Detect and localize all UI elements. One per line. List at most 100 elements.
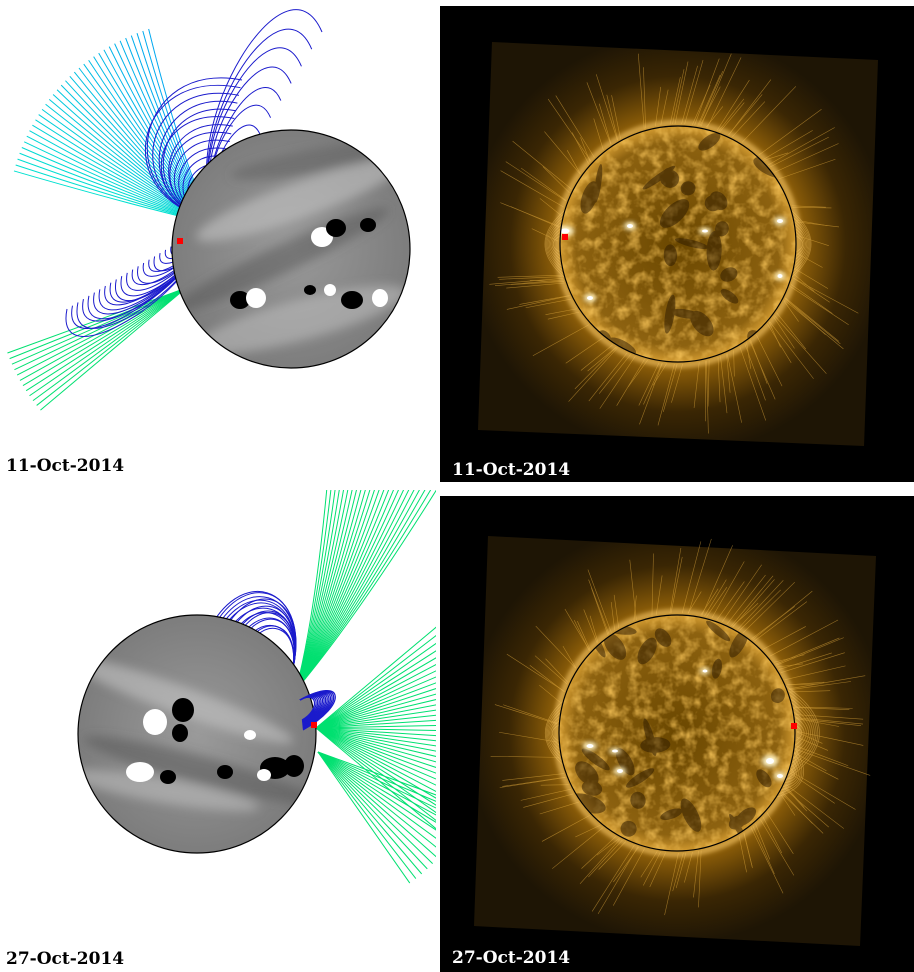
negative-polarity-spot bbox=[217, 765, 233, 779]
open-field-line bbox=[19, 287, 187, 381]
source-region-marker bbox=[791, 723, 797, 729]
open-field-line bbox=[315, 727, 436, 757]
open-field-line bbox=[315, 727, 436, 742]
open-field-line bbox=[14, 287, 187, 371]
negative-polarity-spot bbox=[160, 770, 176, 784]
open-field-line bbox=[315, 727, 436, 780]
open-field-line bbox=[315, 709, 436, 729]
open-field-line bbox=[315, 719, 436, 729]
open-field-line bbox=[40, 287, 187, 411]
open-field-line bbox=[9, 287, 187, 360]
open-field-line bbox=[36, 287, 187, 406]
open-field-line bbox=[315, 727, 436, 768]
open-field-line bbox=[315, 670, 436, 729]
open-field-line bbox=[22, 287, 187, 387]
solar-disk bbox=[559, 125, 797, 363]
negative-polarity-spot bbox=[304, 285, 316, 295]
field-line-model-oct11 bbox=[7, 9, 411, 411]
open-field-line bbox=[315, 727, 436, 774]
negative-polarity-spot bbox=[326, 219, 346, 237]
open-field-line bbox=[315, 635, 436, 729]
open-field-line bbox=[315, 727, 436, 830]
open-field-line bbox=[7, 287, 187, 354]
open-field-line bbox=[315, 704, 436, 729]
positive-polarity-spot bbox=[257, 769, 271, 781]
open-field-line bbox=[315, 727, 436, 793]
solar-limb bbox=[77, 614, 317, 854]
positive-polarity-spot bbox=[143, 709, 167, 735]
solar-limb bbox=[171, 129, 411, 369]
field-line-panel-oct27: 27-Oct-2014 bbox=[0, 490, 436, 972]
magnetogram-sphere bbox=[171, 129, 411, 369]
open-field-line bbox=[317, 751, 436, 831]
solar-limb bbox=[559, 125, 797, 363]
open-field-line bbox=[315, 682, 436, 729]
open-field-line bbox=[317, 751, 417, 879]
positive-polarity-spot bbox=[126, 762, 154, 782]
open-field-line bbox=[29, 287, 187, 397]
open-field-line bbox=[317, 751, 436, 858]
open-field-line bbox=[317, 751, 436, 816]
open-field-line bbox=[315, 727, 436, 799]
open-field-lines bbox=[295, 490, 436, 884]
source-region-marker bbox=[177, 238, 183, 244]
open-field-line bbox=[317, 751, 436, 802]
date-label-oct27-euv: 27-Oct-2014 bbox=[452, 948, 571, 968]
solar-limb bbox=[558, 614, 796, 852]
solar-disk bbox=[558, 614, 796, 852]
open-field-line bbox=[11, 287, 187, 365]
positive-polarity-spot bbox=[372, 289, 388, 307]
closed-field-loop bbox=[299, 690, 336, 731]
closed-field-loop bbox=[146, 77, 243, 221]
date-label-oct27-model: 27-Oct-2014 bbox=[6, 949, 125, 969]
open-field-line bbox=[315, 626, 436, 729]
open-field-line bbox=[317, 751, 433, 864]
open-field-line bbox=[315, 727, 436, 806]
open-field-line bbox=[315, 727, 436, 821]
open-field-line bbox=[317, 751, 436, 839]
open-field-line bbox=[317, 751, 411, 884]
positive-polarity-spot bbox=[246, 288, 266, 308]
euv-image-oct27 bbox=[474, 536, 876, 946]
euv-panel-oct27: 27-Oct-2014 bbox=[440, 496, 914, 972]
source-region-marker bbox=[562, 234, 568, 240]
open-field-line bbox=[315, 693, 436, 729]
open-field-line bbox=[315, 727, 436, 747]
active-regions bbox=[583, 668, 786, 780]
open-field-line bbox=[315, 724, 436, 729]
open-field-line bbox=[315, 727, 436, 737]
magnetogram-sphere bbox=[77, 614, 317, 854]
coronal-loops bbox=[490, 538, 871, 916]
open-field-line bbox=[315, 727, 436, 732]
open-field-line bbox=[317, 751, 436, 848]
negative-polarity-spot bbox=[230, 291, 250, 309]
euv-panel-oct11: 11-Oct-2014 bbox=[440, 6, 914, 482]
negative-polarity-spot bbox=[341, 291, 363, 309]
open-field-line bbox=[315, 727, 436, 752]
open-field-line bbox=[315, 642, 436, 729]
open-field-line bbox=[16, 287, 187, 376]
coronal-loops bbox=[489, 53, 859, 434]
field-line-panel-oct11: 11-Oct-2014 bbox=[0, 0, 436, 490]
open-field-line bbox=[295, 490, 436, 691]
negative-polarity-spot bbox=[284, 755, 304, 777]
open-field-line bbox=[315, 699, 436, 729]
field-line-model-oct27 bbox=[77, 490, 436, 884]
open-field-line bbox=[317, 751, 423, 875]
open-field-line bbox=[32, 287, 187, 402]
open-field-line bbox=[315, 727, 436, 763]
open-field-line bbox=[315, 676, 436, 729]
euv-image-oct11 bbox=[478, 42, 878, 446]
negative-polarity-spot bbox=[172, 698, 194, 722]
open-field-line bbox=[25, 287, 187, 392]
positive-polarity-spot bbox=[324, 284, 336, 296]
open-field-line bbox=[317, 751, 436, 823]
open-field-line bbox=[315, 663, 436, 729]
negative-polarity-spot bbox=[172, 724, 188, 742]
positive-polarity-spot bbox=[244, 730, 256, 740]
open-field-line bbox=[317, 751, 428, 870]
open-field-line bbox=[315, 650, 436, 729]
open-field-line bbox=[315, 688, 436, 729]
open-field-line bbox=[315, 727, 436, 786]
open-field-line bbox=[315, 714, 436, 729]
